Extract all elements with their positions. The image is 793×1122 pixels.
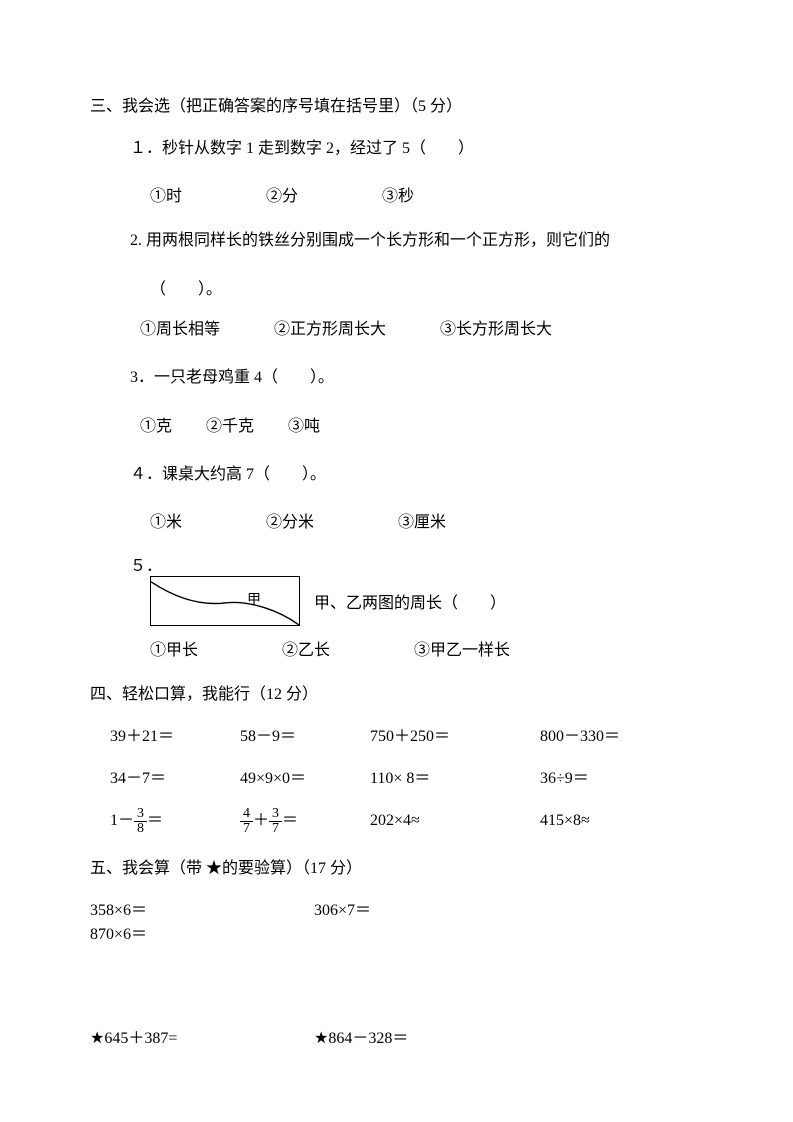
diagram-label: 甲: [247, 589, 261, 609]
calc-3-2: 47＋37＝: [240, 806, 370, 836]
calc-1-1: 39＋21＝: [110, 722, 240, 746]
q3-3-o1: ①克: [140, 412, 172, 442]
calc-2-4: 36÷9＝: [540, 764, 690, 788]
q3-1-o1: ①时: [150, 182, 182, 206]
q3-4: ４．课桌大约高 7（ ）。: [130, 460, 703, 490]
q3-3-options: ①克 ②千克 ③吨: [140, 412, 703, 442]
calc-3-1: 1－38＝: [110, 806, 240, 836]
sec5-2-2: ★864－328＝: [314, 1024, 534, 1048]
q3-5-o1: ①甲长: [150, 636, 198, 660]
calc-3-1-post: ＝: [147, 812, 163, 829]
frac-2b: 37: [269, 807, 282, 836]
calc-1-4: 800－330＝: [540, 722, 690, 746]
frac-1-den: 8: [134, 822, 147, 836]
section-4-title: 四、轻松口算，我能行（12 分）: [90, 680, 703, 704]
frac-2b-den: 7: [269, 822, 282, 836]
q3-1-o2: ②分: [266, 182, 298, 206]
q3-3-o3: ③吨: [288, 412, 320, 442]
calc-1-3: 750＋250＝: [370, 722, 540, 746]
sec5-row-2: ★645＋387= ★864－328＝: [90, 1024, 703, 1048]
frac-1: 38: [134, 807, 147, 836]
calc-2-1: 34－7＝: [110, 764, 240, 788]
q3-4-o1: ①米: [150, 508, 182, 532]
frac-2a-num: 4: [240, 807, 253, 822]
q3-4-options: ①米 ②分米 ③厘米: [150, 508, 703, 532]
calc-1-2: 58－9＝: [240, 722, 370, 746]
q3-2-options: ①周长相等 ②正方形周长大 ③长方形周长大: [140, 315, 703, 345]
q3-1-o3: ③秒: [382, 182, 414, 206]
q3-1-options: ①时 ②分 ③秒: [150, 182, 703, 206]
q3-5-num: ５．: [130, 552, 703, 576]
sec5-1-3: 870×6＝: [90, 920, 310, 944]
q3-1: １．秒针从数字 1 走到数字 2，经过了 5（ ）: [130, 134, 703, 164]
sec5-row-1: 358×6＝ 306×7＝ 870×6＝: [90, 896, 703, 944]
calc-3-3: 202×4≈: [370, 812, 540, 830]
q3-4-o3: ③厘米: [398, 508, 446, 532]
frac-1-num: 3: [134, 807, 147, 822]
q3-3-o2: ②千克: [206, 412, 254, 442]
q3-3: 3．一只老母鸡重 4（ ）。: [130, 363, 703, 393]
sec5-1-2: 306×7＝: [314, 896, 534, 920]
section-3-title: 三、我会选（把正确答案的序号填在括号里）（5 分）: [90, 92, 703, 116]
q3-5-o2: ②乙长: [282, 636, 330, 660]
perimeter-diagram: 甲: [150, 576, 300, 626]
frac-2b-num: 3: [269, 807, 282, 822]
frac-2a-den: 7: [240, 822, 253, 836]
q3-5-row: 甲 甲、乙两图的周长（ ）: [130, 576, 703, 626]
q3-5-options: ①甲长 ②乙长 ③甲乙一样长: [150, 636, 703, 660]
sec5-2-1: ★645＋387=: [90, 1024, 310, 1048]
calc-3-1-pre: 1－: [110, 812, 134, 829]
q3-2-cont: （ ）。: [150, 275, 703, 299]
q3-2-o1: ①周长相等: [140, 315, 220, 345]
calc-row-2: 34－7＝ 49×9×0＝ 110× 8＝ 36÷9＝: [110, 764, 703, 788]
calc-3-2-post: ＝: [282, 812, 298, 829]
q3-2: 2. 用两根同样长的铁丝分别围成一个长方形和一个正方形，则它们的: [130, 226, 703, 256]
frac-2a: 47: [240, 807, 253, 836]
calc-2-2: 49×9×0＝: [240, 764, 370, 788]
q3-4-o2: ②分米: [266, 508, 314, 532]
q3-5-after: 甲、乙两图的周长（ ）: [314, 589, 506, 613]
calc-3-4: 415×8≈: [540, 812, 690, 830]
calc-2-3: 110× 8＝: [370, 764, 540, 788]
q3-2-o3: ③长方形周长大: [440, 315, 552, 345]
section-5-title: 五、我会算（带 ★的要验算）（17 分）: [90, 854, 703, 878]
calc-3-2-mid: ＋: [253, 812, 269, 829]
q3-5-o3: ③甲乙一样长: [414, 636, 510, 660]
sec5-1-1: 358×6＝: [90, 896, 310, 920]
q3-2-o2: ②正方形周长大: [274, 315, 386, 345]
calc-row-3: 1－38＝ 47＋37＝ 202×4≈ 415×8≈: [110, 806, 703, 836]
calc-row-1: 39＋21＝ 58－9＝ 750＋250＝ 800－330＝: [110, 722, 703, 746]
